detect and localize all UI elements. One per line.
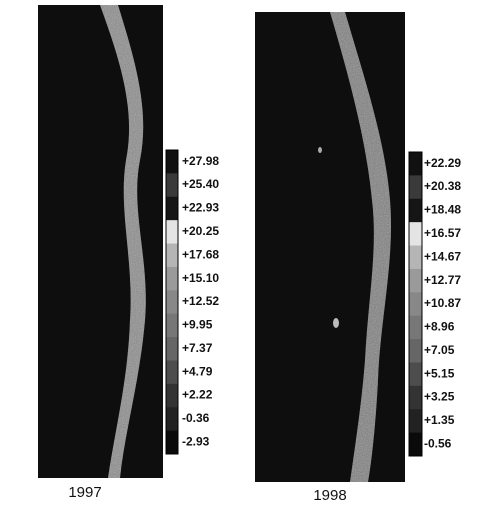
colorbar-cell [409,292,422,317]
colorbar-label: +14.67 [424,249,461,263]
colorbar-cell [166,290,178,315]
colorbar-label: +12.77 [424,273,461,287]
colorbar-label: +9.95 [182,318,213,332]
image-background [38,5,163,478]
colorbar-label: +20.25 [182,224,219,238]
colorbar-label: +10.87 [424,296,461,310]
colorbar-cell [409,362,422,387]
speck [318,147,322,153]
colorbar-label: -0.36 [182,411,210,425]
colorbar-cell [166,383,178,408]
image-1998 [255,12,405,482]
colorbar-label: -2.93 [182,434,210,448]
colorbar-label: +8.96 [424,320,455,334]
colorbar-frame [165,149,179,455]
colorbar-label: -0.56 [424,436,452,450]
colorbar-cell [166,243,178,268]
colorbar-cell [166,196,178,221]
colorbar-label: +2.22 [182,388,213,402]
colorbar-label: +25.40 [182,177,219,191]
year-label: 1998 [313,487,346,504]
colorbar-cell [166,220,178,245]
colorbar-label: +22.29 [424,156,461,170]
river-texture [330,12,392,482]
colorbar-cell [166,337,178,361]
colorbar-label: +18.48 [424,203,461,217]
colorbar-label: +22.93 [182,201,219,215]
colorbar-cell [409,198,422,223]
colorbar-cell [166,173,178,198]
colorbar-cell [166,313,178,338]
river-texture [100,5,146,478]
colorbar-cell [409,409,422,434]
colorbar-cell [409,268,422,293]
colorbar-cell [409,432,422,457]
colorbar-cell [166,407,178,432]
colorbar-cell [409,222,422,247]
colorbar-label: +17.68 [182,247,219,261]
colorbar-cell [409,385,422,410]
colorbar-cell [409,339,422,363]
colorbar-label: +20.38 [424,179,461,193]
colorbar-label: +7.37 [182,341,213,355]
colorbar-cell [409,175,422,200]
colorbar-label: +15.10 [182,271,219,285]
year-label: 1997 [68,484,101,501]
colorbar-label: +5.15 [424,366,455,380]
colorbar-label: +27.98 [182,154,219,168]
colorbar-label: +1.35 [424,413,455,427]
colorbar-cell [166,266,178,291]
colorbar-cell [409,152,422,176]
speck [333,318,339,328]
colorbar-cell [166,360,178,385]
colorbar-cell [166,150,178,174]
colorbar-label: +4.79 [182,364,213,378]
colorbar-label: +16.57 [424,226,461,240]
colorbar-label: +7.05 [424,343,455,357]
colorbar-cell [409,315,422,340]
colorbar-label: +3.25 [424,390,455,404]
colorbar-cell [166,430,178,455]
colorbar-cell [409,245,422,270]
image-1997 [38,5,163,478]
colorbar-label: +12.52 [182,294,219,308]
colorbar-frame [408,151,423,457]
